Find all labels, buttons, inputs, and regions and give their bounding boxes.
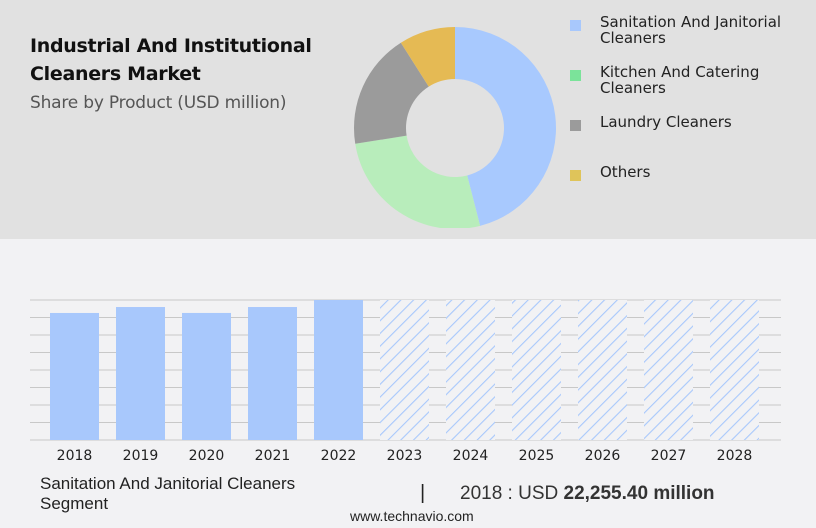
legend-label: Others xyxy=(600,163,651,181)
x-axis-label: 2019 xyxy=(123,448,159,464)
source-url: www.technavio.com xyxy=(350,508,474,524)
x-axis-label: 2028 xyxy=(717,448,753,464)
forecast-bar-2023 xyxy=(380,300,429,440)
legend-swatch xyxy=(570,120,581,131)
donut-slice xyxy=(455,27,556,226)
forecast-bar-2024 xyxy=(446,300,495,440)
value-prefix: 2018 : USD xyxy=(460,483,559,504)
donut-slice xyxy=(400,27,455,87)
separator: | xyxy=(420,482,426,504)
forecast-bar-2025 xyxy=(512,300,561,440)
legend-label: Laundry Cleaners xyxy=(600,113,732,131)
legend-label: Kitchen And Catering Cleaners xyxy=(600,63,760,97)
legend-label: Sanitation And Janitorial Cleaners xyxy=(600,13,782,47)
forecast-bar-2028 xyxy=(710,300,759,440)
bar-2019 xyxy=(116,307,165,440)
bar-2018 xyxy=(50,312,99,440)
x-axis-label: 2018 xyxy=(57,448,93,464)
x-axis-label: 2023 xyxy=(387,448,423,464)
segment-label: Sanitation And Janitorial Cleaners Segme… xyxy=(40,474,296,513)
bar-chart: 2018 2019 2020 2021 2022 2023 2024 2025 2026 2027… xyxy=(30,299,781,464)
forecast-bar-2027 xyxy=(644,300,693,440)
x-axis-label: 2027 xyxy=(651,448,687,464)
bar-2021 xyxy=(248,307,297,440)
chart-subtitle: Share by Product (USD million) xyxy=(30,93,287,113)
bar-2020 xyxy=(182,312,231,440)
x-axis-label: 2024 xyxy=(453,448,489,464)
legend-swatch xyxy=(570,20,581,31)
donut-chart xyxy=(354,27,556,228)
x-axis-label: 2021 xyxy=(255,448,291,464)
x-axis-label: 2026 xyxy=(585,448,621,464)
donut-slice xyxy=(354,42,429,144)
segment-value: 2018 : USD 22,255.40 million xyxy=(460,483,715,505)
x-axis-label: 2020 xyxy=(189,448,225,464)
bar-2022 xyxy=(314,300,363,440)
legend-swatch xyxy=(570,170,581,181)
chart-title: Industrial And Institutional Cleaners Ma… xyxy=(30,35,312,85)
value-amount: 22,255.40 million xyxy=(563,483,715,504)
x-axis-label: 2025 xyxy=(519,448,555,464)
legend-swatch xyxy=(570,70,581,81)
x-axis-label: 2022 xyxy=(321,448,357,464)
forecast-bar-2026 xyxy=(578,300,627,440)
donut-slice xyxy=(355,135,481,228)
